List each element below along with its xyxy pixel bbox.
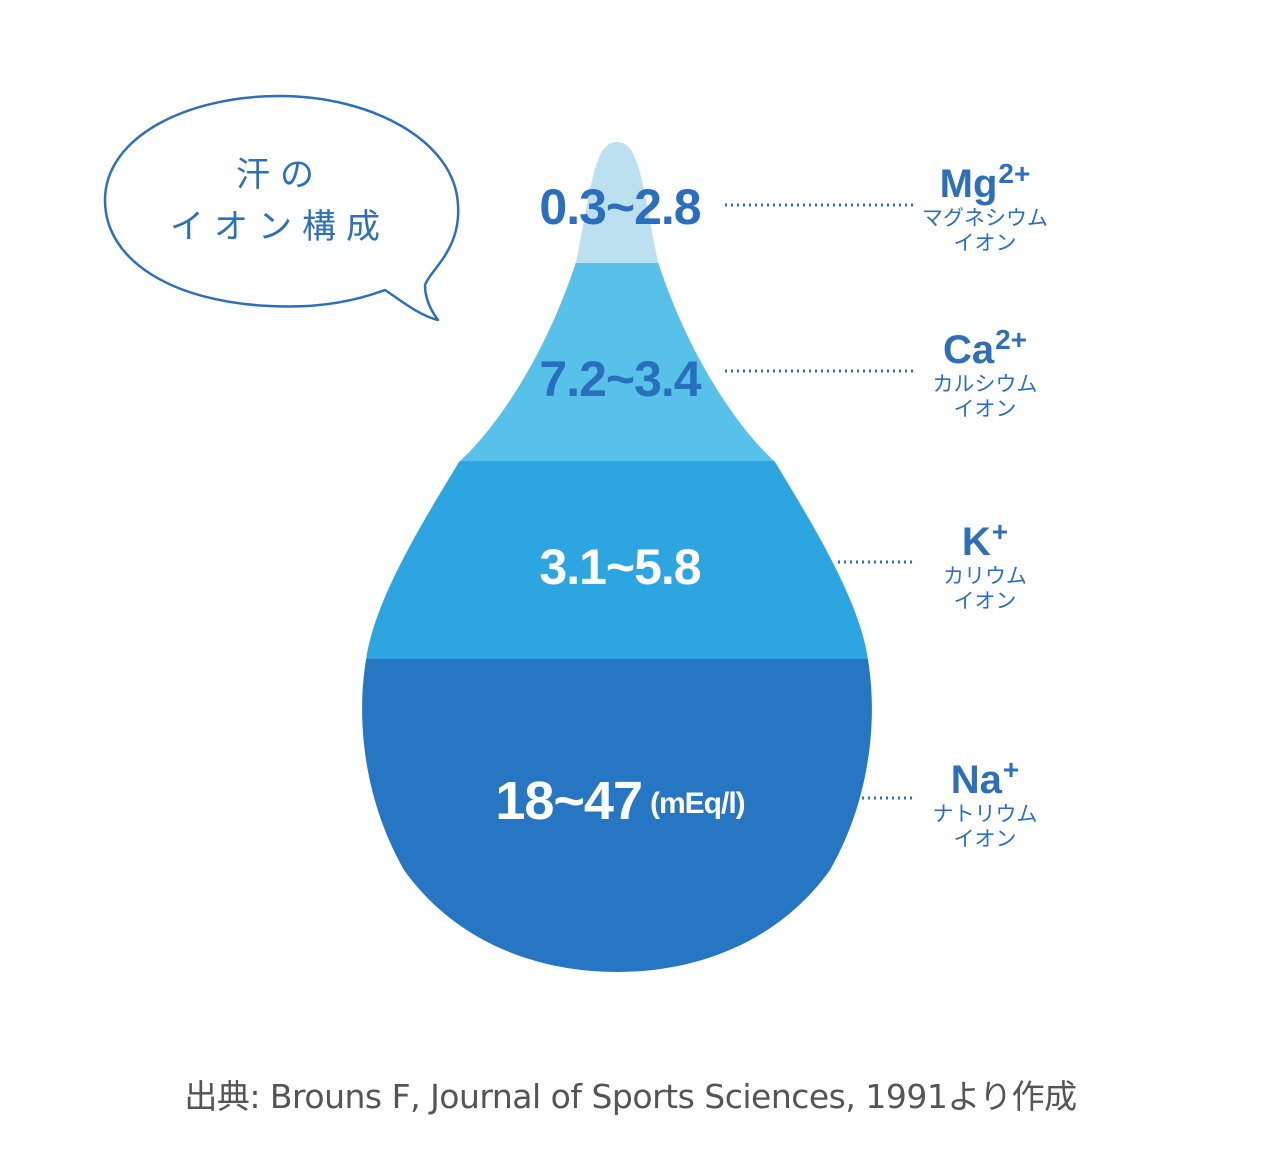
ion-name-na-line1: ナトリウム <box>932 802 1038 826</box>
value-ca: 7.2~3.4 <box>539 351 701 407</box>
value-na-range: 18~47 <box>495 771 643 831</box>
ion-symbol-mg: Mg2+ <box>939 158 1031 206</box>
ion-symbol-ca: Ca2+ <box>942 324 1028 372</box>
ion-name-k-line2: イオン <box>953 589 1017 613</box>
ion-symbol-k: K+ <box>961 516 1009 564</box>
ion-label-k: K+ カリウム イオン <box>905 510 1065 614</box>
ion-symbol-na: Na+ <box>950 754 1020 802</box>
ion-label-mg: Mg2+ マグネシウム イオン <box>905 152 1065 256</box>
value-na: 18~47 (mEq/l) <box>440 770 800 832</box>
bubble-title-line2: イオン構成 <box>170 207 390 247</box>
bubble-title-line1: 汗の <box>236 155 324 195</box>
layer-k-band <box>362 461 872 659</box>
ion-name-mg-line1: マグネシウム <box>922 206 1048 230</box>
ion-name-ca-line1: カルシウム <box>932 372 1038 396</box>
value-k: 3.1~5.8 <box>539 539 701 595</box>
source-citation: 出典: Brouns F, Journal of Sports Sciences… <box>184 1077 1077 1116</box>
value-mg: 0.3~2.8 <box>539 179 701 235</box>
value-na-unit: (mEq/l) <box>650 787 746 820</box>
ion-name-na-line2: イオン <box>953 827 1017 851</box>
ion-label-na: Na+ ナトリウム イオン <box>905 748 1065 852</box>
ion-name-mg-line2: イオン <box>953 231 1017 255</box>
ion-name-ca-line2: イオン <box>953 397 1017 421</box>
ion-label-ca: Ca2+ カルシウム イオン <box>905 318 1065 422</box>
ion-name-k-line1: カリウム <box>943 564 1027 588</box>
